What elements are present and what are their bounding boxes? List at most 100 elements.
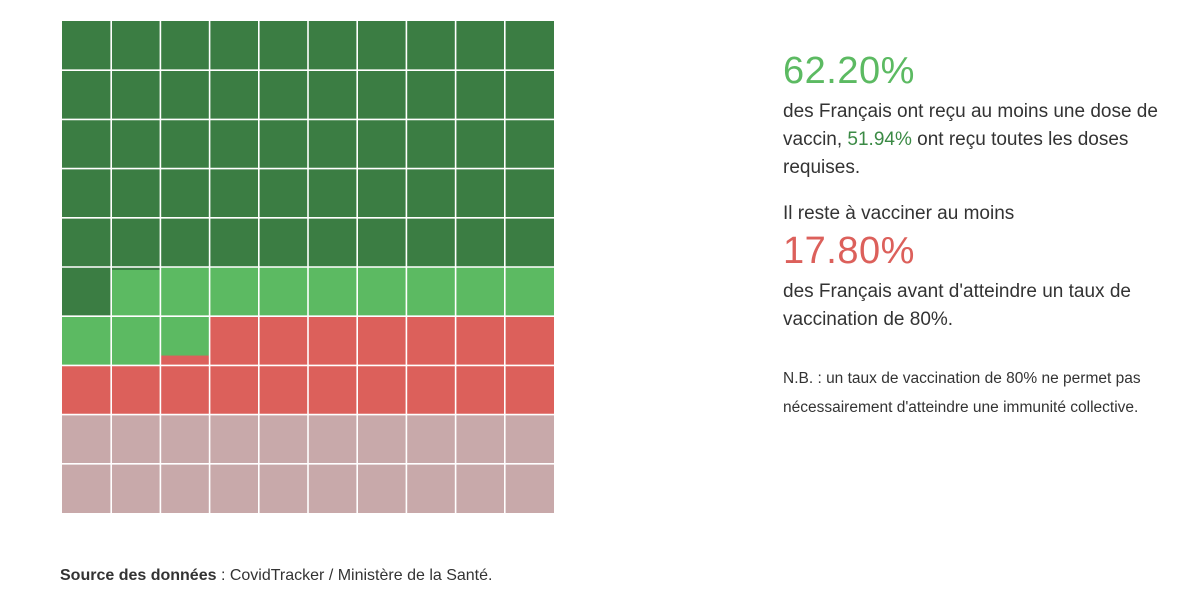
waffle-cell xyxy=(111,21,161,71)
waffle-cell xyxy=(406,119,456,169)
waffle-cell xyxy=(62,217,112,267)
waffle-cell xyxy=(504,267,554,317)
waffle-cell xyxy=(406,217,456,267)
waffle-cell xyxy=(455,217,505,267)
waffle-cell xyxy=(455,267,505,317)
waffle-cell xyxy=(504,365,554,415)
waffle-cell xyxy=(357,217,407,267)
waffle-cell xyxy=(209,463,259,513)
waffle-cell xyxy=(406,168,456,218)
source-text: CovidTracker / Ministère de la Santé. xyxy=(229,567,493,584)
waffle-cell xyxy=(455,365,505,415)
waffle-chart xyxy=(62,21,554,513)
waffle-cell xyxy=(209,21,259,71)
waffle-cell xyxy=(455,168,505,218)
waffle-cell xyxy=(357,316,407,366)
waffle-cell xyxy=(455,414,505,464)
waffle-cell xyxy=(209,316,259,366)
waffle-cell xyxy=(406,70,456,120)
waffle-cell xyxy=(308,316,358,366)
waffle-cell xyxy=(455,316,505,366)
waffle-cell xyxy=(209,119,259,169)
waffle-cell xyxy=(455,463,505,513)
stats-panel: 62.20% des Français ont reçu au moins un… xyxy=(783,52,1193,422)
waffle-cell xyxy=(357,168,407,218)
waffle-cell xyxy=(62,21,112,71)
first-dose-text: des Français ont reçu au moins une dose … xyxy=(783,101,1158,150)
waffle-cell xyxy=(504,463,554,513)
waffle-cell xyxy=(258,267,308,317)
waffle-cell xyxy=(62,119,112,169)
waffle-cell xyxy=(308,168,358,218)
waffle-cell xyxy=(406,365,456,415)
waffle-cell xyxy=(308,217,358,267)
waffle-cell xyxy=(406,414,456,464)
waffle-cell xyxy=(406,463,456,513)
waffle-cell xyxy=(258,168,308,218)
waffle-cell xyxy=(160,365,210,415)
first-dose-description: des Français ont reçu au moins une dose … xyxy=(783,98,1193,182)
waffle-cell xyxy=(357,267,407,317)
waffle-cell xyxy=(455,70,505,120)
first-dose-percentage: 62.20% xyxy=(783,50,915,92)
waffle-cell xyxy=(209,168,259,218)
waffle-cell xyxy=(258,316,308,366)
waffle-cell xyxy=(308,267,358,317)
waffle-cell-partial xyxy=(160,355,210,366)
waffle-cell xyxy=(62,463,112,513)
waffle-cell xyxy=(209,217,259,267)
waffle-cell xyxy=(258,119,308,169)
waffle-cell xyxy=(308,365,358,415)
remaining-description: des Français avant d'atteindre un taux d… xyxy=(783,281,1131,330)
waffle-cell xyxy=(258,217,308,267)
waffle-cell xyxy=(209,267,259,317)
full-vaccination-percentage: 51.94% xyxy=(847,129,912,150)
waffle-cell xyxy=(258,21,308,71)
waffle-cell xyxy=(111,365,161,415)
waffle-cell xyxy=(308,119,358,169)
full-vaccination-text: ont reçu toutes les doses requises. xyxy=(783,129,1129,178)
waffle-cell xyxy=(258,414,308,464)
waffle-cell xyxy=(209,70,259,120)
waffle-cell xyxy=(258,70,308,120)
waffle-cell xyxy=(209,365,259,415)
waffle-cell xyxy=(258,463,308,513)
waffle-cell xyxy=(504,414,554,464)
waffle-cell xyxy=(357,119,407,169)
waffle-cell xyxy=(160,70,210,120)
waffle-cell xyxy=(504,70,554,120)
waffle-cell xyxy=(357,463,407,513)
waffle-cell xyxy=(308,414,358,464)
waffle-cell xyxy=(406,267,456,317)
remaining-intro: Il reste à vacciner au moins xyxy=(783,203,1015,224)
waffle-cell xyxy=(160,463,210,513)
waffle-cell xyxy=(504,119,554,169)
waffle-cell xyxy=(504,168,554,218)
waffle-cell xyxy=(62,267,112,317)
waffle-cell xyxy=(111,70,161,120)
remaining-percentage: 17.80% xyxy=(783,230,915,272)
waffle-cell xyxy=(111,463,161,513)
waffle-cell xyxy=(62,316,112,366)
source-separator: : xyxy=(216,567,230,584)
waffle-cell xyxy=(308,463,358,513)
waffle-cell xyxy=(111,316,161,366)
waffle-cell xyxy=(111,168,161,218)
source-label: Source des données xyxy=(60,567,217,584)
data-source: Source des données : CovidTracker / Mini… xyxy=(60,567,492,585)
waffle-cell xyxy=(258,365,308,415)
waffle-cell xyxy=(62,365,112,415)
waffle-cell xyxy=(406,21,456,71)
waffle-cell xyxy=(160,414,210,464)
waffle-cell xyxy=(62,414,112,464)
waffle-cell xyxy=(504,316,554,366)
waffle-cell xyxy=(111,414,161,464)
waffle-cell-partial xyxy=(111,269,161,317)
waffle-cell xyxy=(406,316,456,366)
note: N.B. : un taux de vaccination de 80% ne … xyxy=(783,370,1141,416)
waffle-cell xyxy=(160,267,210,317)
waffle-cell xyxy=(160,21,210,71)
waffle-cell xyxy=(62,70,112,120)
waffle-cell xyxy=(357,21,407,71)
waffle-cell xyxy=(308,21,358,71)
